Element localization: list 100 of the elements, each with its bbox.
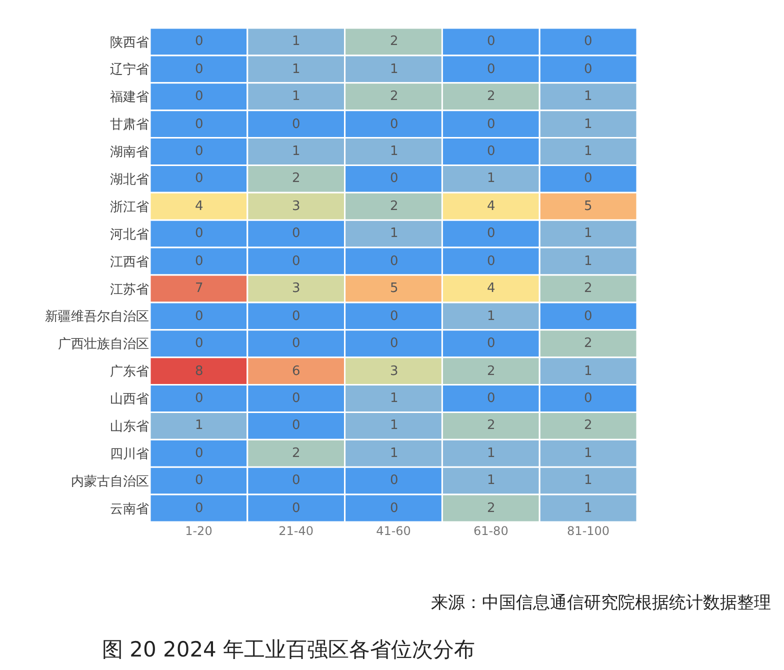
data-label: 1	[584, 501, 592, 516]
data-label: 0	[584, 34, 592, 49]
data-label: 1	[584, 254, 592, 269]
y-tick-label: 甘肃省	[110, 118, 149, 133]
data-label: 0	[487, 391, 496, 406]
data-label: 1	[487, 171, 496, 186]
data-label: 1	[390, 62, 398, 77]
data-label: 1	[584, 446, 592, 461]
data-label: 0	[292, 336, 300, 351]
data-label: 0	[292, 117, 300, 132]
data-label: 1	[487, 309, 496, 324]
data-label: 1	[292, 89, 300, 104]
data-label: 2	[487, 501, 496, 516]
data-label: 0	[195, 309, 204, 324]
data-label: 0	[390, 501, 398, 516]
data-label: 2	[292, 446, 300, 461]
y-tick-label: 湖南省	[110, 145, 149, 160]
data-label: 0	[487, 117, 496, 132]
data-label: 5	[390, 281, 398, 296]
data-label: 0	[390, 171, 398, 186]
y-tick-label: 河北省	[110, 227, 149, 242]
data-label: 0	[195, 501, 204, 516]
data-label: 1	[292, 34, 300, 49]
data-label: 3	[390, 364, 398, 379]
data-label: 2	[487, 418, 496, 433]
y-tick-label: 辽宁省	[110, 62, 149, 78]
data-label: 0	[292, 226, 300, 241]
text: 图 20 2024 年工业百强区各省位次分布	[102, 638, 476, 662]
data-label: 0	[195, 446, 204, 461]
data-label: 1	[584, 364, 592, 379]
y-tick-label: 山东省	[110, 419, 149, 434]
data-label: 0	[390, 309, 398, 324]
data-label: 0	[487, 62, 496, 77]
data-label: 0	[390, 336, 398, 351]
data-label: 0	[584, 62, 592, 77]
data-label: 2	[584, 418, 592, 433]
data-label: 3	[292, 281, 300, 296]
data-label: 0	[195, 473, 204, 488]
data-label: 1	[584, 226, 592, 241]
data-label: 0	[487, 144, 496, 159]
y-tick-label: 广东省	[110, 364, 149, 380]
data-label: 0	[487, 336, 496, 351]
data-label: 0	[195, 62, 204, 77]
data-label: 1	[584, 144, 592, 159]
y-tick-label: 广西壮族自治区	[58, 337, 149, 352]
data-label: 1	[584, 473, 592, 488]
data-label: 0	[292, 418, 300, 433]
data-label: 1	[390, 391, 398, 406]
data-label: 2	[584, 336, 592, 351]
data-label: 0	[195, 254, 204, 269]
data-label: 0	[195, 144, 204, 159]
data-label: 0	[292, 254, 300, 269]
data-label: 0	[584, 391, 592, 406]
y-tick-label: 云南省	[110, 502, 149, 517]
y-tick-label: 新疆维吾尔自治区	[45, 310, 149, 325]
data-label: 1	[487, 473, 496, 488]
data-label: 0	[584, 309, 592, 324]
data-label: 1	[584, 117, 592, 132]
y-tick-label: 江西省	[110, 254, 149, 270]
x-tick-label: 21-40	[278, 524, 314, 538]
data-label: 0	[292, 501, 300, 516]
source-note: 来源：中国信息通信研究院根据统计数据整理	[431, 593, 771, 613]
data-label: 0	[390, 473, 398, 488]
data-label: 0	[292, 309, 300, 324]
y-tick-label: 福建省	[110, 90, 149, 106]
data-label: 2	[390, 89, 398, 104]
data-label: 1	[487, 446, 496, 461]
data-label: 4	[487, 281, 496, 296]
data-label: 1	[390, 418, 398, 433]
data-label: 8	[195, 364, 204, 379]
data-label: 0	[195, 34, 204, 49]
data-label: 4	[195, 199, 204, 214]
x-tick-label: 1-20	[185, 524, 212, 538]
y-tick-label: 山西省	[110, 392, 149, 408]
data-label: 0	[195, 226, 204, 241]
data-label: 5	[584, 199, 592, 214]
data-label: 7	[195, 281, 204, 296]
y-tick-label: 四川省	[110, 446, 149, 462]
y-tick-label: 江苏省	[110, 282, 149, 298]
data-label: 2	[390, 199, 398, 214]
data-label: 1	[195, 418, 204, 433]
y-tick-label: 陕西省	[110, 35, 149, 50]
data-label: 0	[292, 391, 300, 406]
data-label: 1	[584, 89, 592, 104]
data-label: 0	[195, 336, 204, 351]
x-tick-label: 81-100	[567, 524, 610, 538]
y-tick-label: 浙江省	[110, 200, 149, 215]
data-label: 0	[195, 117, 204, 132]
data-label: 2	[292, 171, 300, 186]
data-label: 4	[487, 199, 496, 214]
data-label: 0	[487, 254, 496, 269]
data-label: 1	[292, 144, 300, 159]
x-tick-label: 41-60	[376, 524, 411, 538]
data-label: 2	[487, 89, 496, 104]
data-label: 2	[487, 364, 496, 379]
data-label: 0	[292, 473, 300, 488]
data-label: 0	[195, 391, 204, 406]
data-label: 1	[390, 144, 398, 159]
data-label: 0	[195, 89, 204, 104]
x-tick-label: 61-80	[473, 524, 508, 538]
